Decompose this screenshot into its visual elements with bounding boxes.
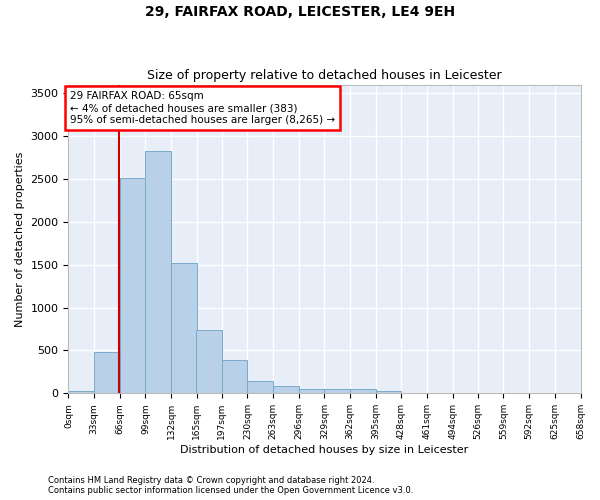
Text: Contains HM Land Registry data © Crown copyright and database right 2024.
Contai: Contains HM Land Registry data © Crown c… [48, 476, 413, 495]
Bar [145, 152, 171, 394]
Bar [273, 386, 299, 394]
Bar [222, 360, 247, 394]
Bar [247, 382, 273, 394]
Bar [120, 178, 145, 394]
Bar [196, 330, 222, 394]
Bar [299, 389, 325, 394]
Y-axis label: Number of detached properties: Number of detached properties [15, 152, 25, 326]
Bar [325, 389, 350, 394]
X-axis label: Distribution of detached houses by size in Leicester: Distribution of detached houses by size … [181, 445, 469, 455]
Bar [171, 263, 197, 394]
Bar [376, 391, 401, 394]
Text: 29 FAIRFAX ROAD: 65sqm
← 4% of detached houses are smaller (383)
95% of semi-det: 29 FAIRFAX ROAD: 65sqm ← 4% of detached … [70, 92, 335, 124]
Text: 29, FAIRFAX ROAD, LEICESTER, LE4 9EH: 29, FAIRFAX ROAD, LEICESTER, LE4 9EH [145, 5, 455, 19]
Bar [350, 388, 376, 394]
Bar [68, 391, 94, 394]
Title: Size of property relative to detached houses in Leicester: Size of property relative to detached ho… [147, 69, 502, 82]
Bar [94, 352, 120, 394]
